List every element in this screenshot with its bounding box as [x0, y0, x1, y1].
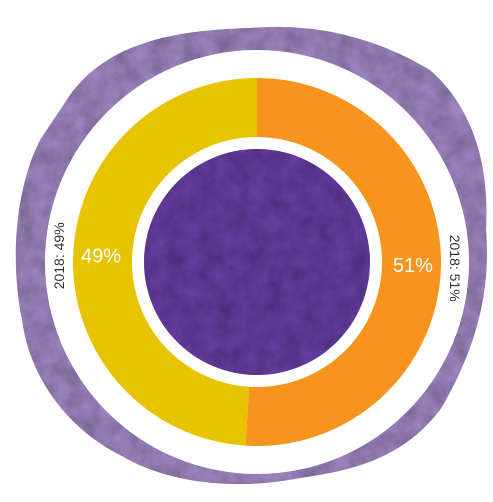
- value-label: 51%: [393, 255, 433, 277]
- donut-segment: [72, 78, 258, 446]
- donut-segment: [245, 78, 441, 446]
- outer-label: 2018: 49%: [51, 222, 67, 289]
- donut: [72, 78, 441, 446]
- value-label: 49%: [81, 245, 121, 267]
- center-disc: [144, 149, 370, 375]
- outer-label: 2018: 51%: [447, 235, 463, 302]
